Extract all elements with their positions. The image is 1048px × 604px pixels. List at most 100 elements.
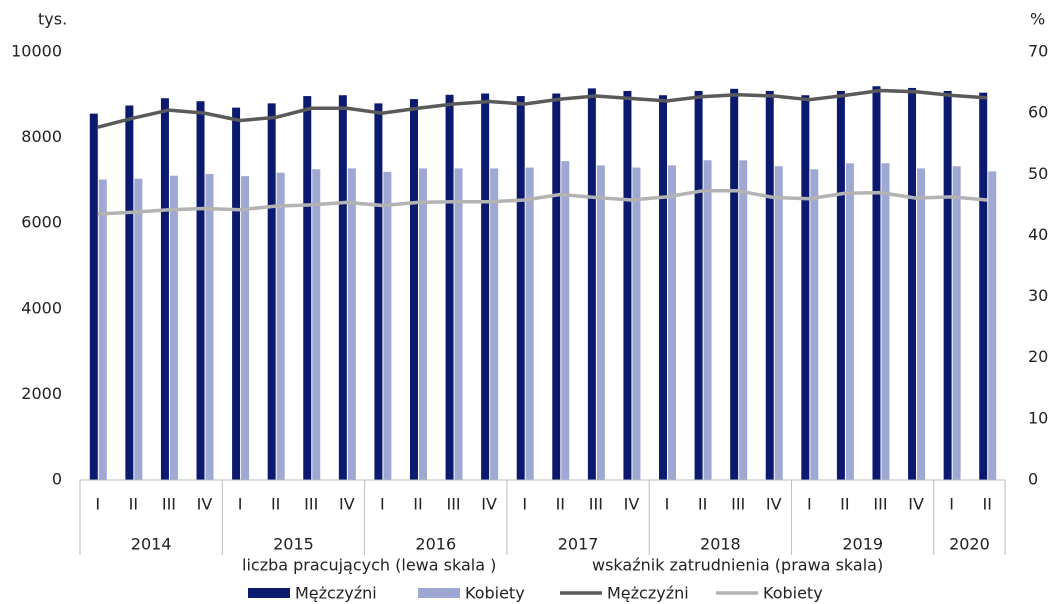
y2-tick-label: 70 <box>1028 42 1048 61</box>
x-tick-label: I <box>380 495 385 514</box>
x-tick-label: II <box>413 495 422 514</box>
bar <box>303 96 312 481</box>
bar <box>125 105 134 480</box>
y-unit: tys. <box>38 10 67 29</box>
bar <box>668 165 677 481</box>
y2-unit: % <box>1030 10 1045 29</box>
x-tick-label: I <box>665 495 670 514</box>
x-tick-label: II <box>982 495 991 514</box>
x-tick-label: II <box>556 495 565 514</box>
bar <box>160 98 169 480</box>
bar <box>89 113 98 480</box>
bar <box>623 90 632 480</box>
y-tick-label: 8000 <box>21 127 62 146</box>
bar <box>169 175 178 480</box>
bar <box>134 178 143 481</box>
x-tick-label: II <box>840 495 849 514</box>
legend-title: wskaźnik zatrudnienia (prawa skala) <box>592 556 883 575</box>
x-group-label: 2017 <box>558 535 599 554</box>
bar <box>267 103 276 481</box>
x-tick-label: III <box>873 495 887 514</box>
y-tick-label: 0 <box>52 470 62 489</box>
x-tick-label: I <box>949 495 954 514</box>
y-tick-label: 2000 <box>21 384 62 403</box>
y-tick-label: 10000 <box>11 42 62 61</box>
x-tick-label: IV <box>624 495 640 514</box>
bar <box>347 168 356 480</box>
legend-swatch <box>418 588 460 598</box>
x-tick-label: IV <box>339 495 355 514</box>
bar <box>587 88 596 480</box>
bar <box>196 101 205 480</box>
bar <box>98 179 107 480</box>
bar <box>659 95 668 480</box>
bar <box>908 87 917 481</box>
bar <box>490 168 499 480</box>
x-tick-label: II <box>698 495 707 514</box>
y2-tick-label: 60 <box>1028 103 1048 122</box>
bar <box>739 160 748 480</box>
y2-tick-label: 30 <box>1028 286 1048 305</box>
x-tick-label: III <box>446 495 460 514</box>
bar <box>596 165 605 481</box>
bar <box>988 171 997 481</box>
bar <box>810 169 819 480</box>
bar <box>917 168 926 480</box>
bar <box>952 166 961 480</box>
x-group-label: 2018 <box>700 535 741 554</box>
x-tick-label: IV <box>908 495 924 514</box>
x-tick-label: I <box>95 495 100 514</box>
bar <box>338 95 347 480</box>
bar <box>561 161 570 480</box>
legend-swatch <box>248 588 290 598</box>
bar <box>454 168 463 480</box>
bar <box>836 90 845 480</box>
legend-label: Mężczyźni <box>607 584 689 603</box>
bar <box>205 173 214 481</box>
bar <box>730 88 739 481</box>
bar <box>374 103 383 481</box>
line <box>97 88 988 129</box>
bar <box>481 93 490 481</box>
y2-tick-label: 0 <box>1028 470 1038 489</box>
bar <box>516 96 525 481</box>
x-tick-label: I <box>238 495 243 514</box>
bar <box>418 168 427 480</box>
x-group-label: 2019 <box>842 535 883 554</box>
bar <box>943 90 952 480</box>
x-tick-label: IV <box>766 495 782 514</box>
x-tick-label: II <box>129 495 138 514</box>
bar <box>694 90 703 480</box>
legend-label: Kobiety <box>465 584 525 603</box>
bar <box>774 166 783 480</box>
x-tick-label: IV <box>481 495 497 514</box>
x-tick-label: IV <box>197 495 213 514</box>
y-tick-label: 4000 <box>21 298 62 317</box>
bar <box>872 86 881 481</box>
bar <box>845 163 854 480</box>
legend-title: liczba pracujących (lewa skala ) <box>242 556 496 575</box>
y2-tick-label: 10 <box>1028 408 1048 427</box>
y2-tick-label: 40 <box>1028 225 1048 244</box>
x-tick-label: III <box>731 495 745 514</box>
x-tick-label: I <box>807 495 812 514</box>
bar <box>979 92 988 480</box>
x-group-label: 2020 <box>949 535 990 554</box>
y2-tick-label: 50 <box>1028 164 1048 183</box>
x-group-label: 2014 <box>131 535 172 554</box>
bar <box>232 107 241 480</box>
x-tick-label: III <box>589 495 603 514</box>
bar <box>765 90 774 480</box>
bar <box>525 167 534 480</box>
bar <box>276 172 285 481</box>
bar <box>632 167 641 480</box>
bar <box>703 160 712 480</box>
legend-label: Mężczyźni <box>295 584 377 603</box>
x-tick-label: III <box>304 495 318 514</box>
bar <box>409 99 418 480</box>
x-tick-label: II <box>271 495 280 514</box>
bar <box>881 163 890 480</box>
x-group-label: 2016 <box>415 535 456 554</box>
bar <box>445 94 454 481</box>
